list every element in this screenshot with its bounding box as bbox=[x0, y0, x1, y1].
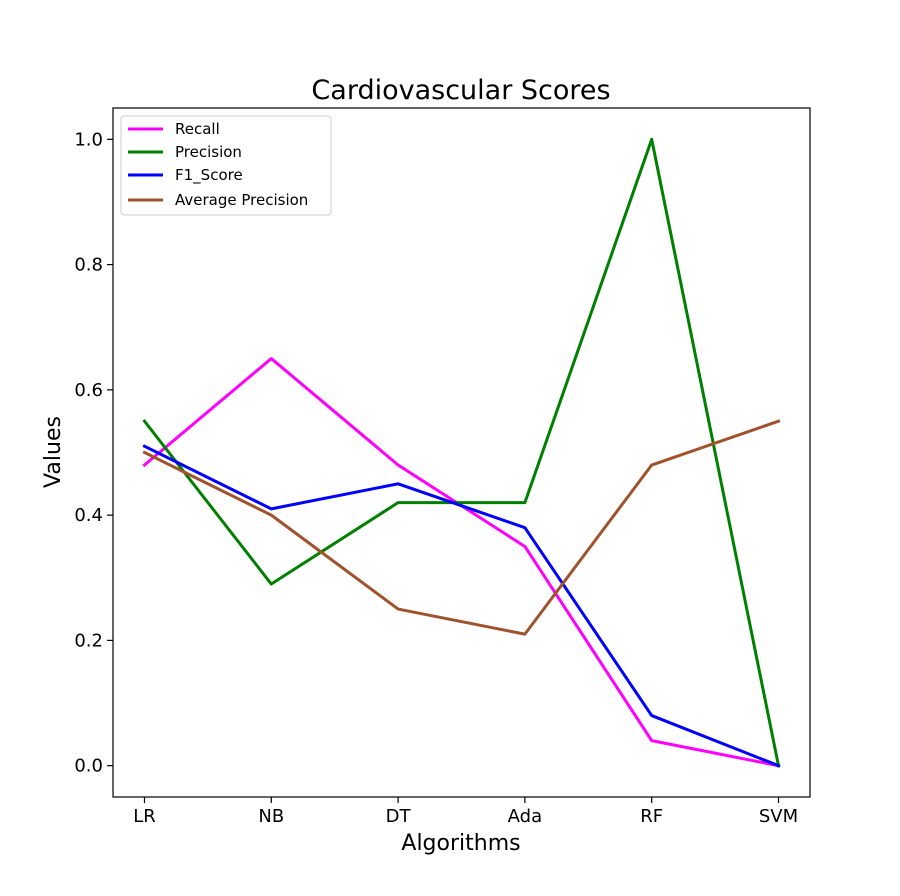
legend-box bbox=[120, 115, 332, 216]
legend-entry-label: F1_Score bbox=[175, 166, 243, 185]
y-tick-label: 0.8 bbox=[74, 255, 103, 276]
chart-title: Cardiovascular Scores bbox=[311, 75, 610, 106]
x-tick-label: RF bbox=[640, 806, 663, 827]
y-tick-label: 0.6 bbox=[74, 380, 103, 401]
x-tick-label: SVM bbox=[759, 806, 798, 827]
plot-frame bbox=[112, 107, 811, 798]
legend-items: Recall Precision F1_Score Average Precision bbox=[128, 120, 308, 209]
series-line-average-precision bbox=[142, 419, 781, 636]
legend-entry-label: Recall bbox=[175, 120, 220, 138]
y-tick-label: 1.0 bbox=[74, 129, 103, 150]
y-tick-label: 0.2 bbox=[74, 630, 103, 651]
series-line-precision bbox=[142, 137, 781, 768]
x-axis-label: Algorithms bbox=[401, 831, 520, 856]
y-tick-label: 0.4 bbox=[74, 505, 103, 526]
x-tick-label: LR bbox=[133, 806, 156, 827]
x-tick-label: Ada bbox=[508, 806, 542, 827]
legend-entry-label: Average Precision bbox=[175, 191, 308, 209]
y-axis-ticks: 0.0 0.2 0.4 0.6 0.8 1.0 bbox=[74, 129, 113, 777]
series-line-recall bbox=[142, 357, 781, 768]
y-axis-label: Values bbox=[41, 416, 66, 488]
legend: Recall Precision F1_Score Average Precision bbox=[120, 115, 332, 216]
x-tick-label: NB bbox=[258, 806, 284, 827]
x-tick-label: DT bbox=[386, 806, 412, 827]
x-axis-ticks: LR NB DT Ada RF SVM bbox=[133, 797, 798, 827]
series-lines bbox=[142, 137, 781, 768]
legend-entry-label: Precision bbox=[175, 143, 242, 161]
y-tick-label: 0.0 bbox=[74, 756, 103, 777]
series-line-f1-score bbox=[142, 444, 781, 768]
